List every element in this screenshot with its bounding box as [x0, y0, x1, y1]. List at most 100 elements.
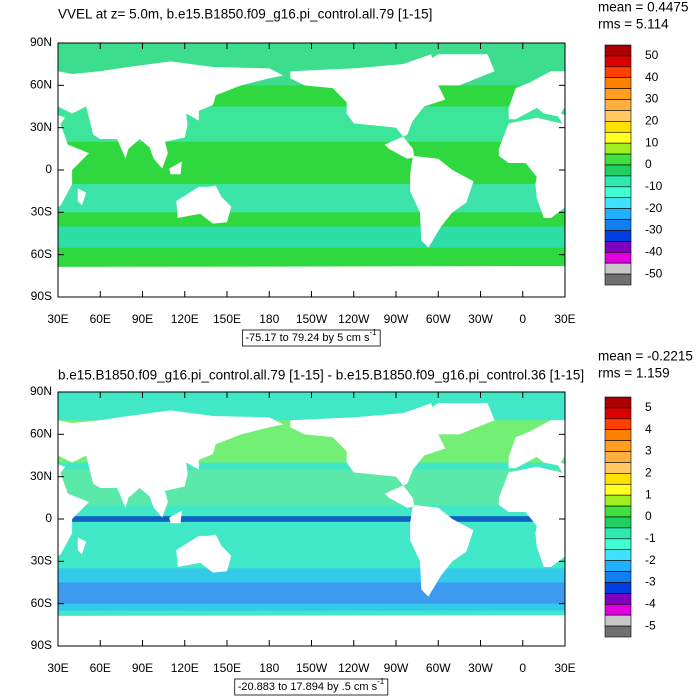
colorbar-box	[604, 560, 632, 572]
lat-label: 0	[45, 162, 52, 176]
colorbar-label: 40	[645, 70, 659, 84]
land	[58, 410, 284, 518]
lon-label: 150W	[296, 661, 328, 675]
range-text: -20.883 to 17.894 by .5 cm s	[238, 681, 378, 693]
colorbar-label: 10	[645, 135, 659, 149]
colorbar-label: -20	[645, 201, 663, 215]
colorbar-box	[604, 208, 632, 220]
colorbar-box	[604, 142, 632, 155]
colorbar-box	[604, 131, 632, 144]
colorbar-box	[604, 407, 632, 420]
lon-label: 30E	[554, 661, 575, 675]
land	[498, 117, 565, 218]
land	[498, 466, 565, 567]
colorbar-box	[604, 418, 632, 431]
colorbar-label: 1	[645, 487, 652, 501]
land	[58, 124, 89, 208]
land	[58, 616, 565, 646]
lon-label: 120W	[338, 661, 370, 675]
lon-label: 90W	[384, 661, 409, 675]
range-note: -75.17 to 79.24 by 5 cm s-1	[245, 328, 377, 344]
land	[77, 537, 87, 555]
stat: mean = -0.2215	[598, 349, 693, 364]
range-text: -75.17 to 79.24 by 5 cm s	[245, 332, 370, 344]
stat: rms = 1.159	[598, 366, 670, 381]
lon-label: 90E	[132, 661, 153, 675]
colorbar-box	[604, 230, 632, 242]
colorbar-box	[604, 55, 632, 68]
colorbar-box	[604, 440, 632, 452]
colorbar-box	[604, 262, 632, 275]
colorbar-label: 30	[645, 92, 659, 106]
colorbar-label: -30	[645, 223, 663, 237]
land	[676, 162, 689, 175]
colorbar-box	[604, 462, 632, 474]
lat-label: 90S	[31, 289, 52, 303]
colorbar-label: 3	[645, 444, 652, 458]
lon-label: 90W	[384, 312, 409, 326]
colorbar-box	[604, 582, 632, 594]
lon-label: 30W	[468, 661, 493, 675]
land	[290, 403, 446, 508]
land	[176, 534, 232, 573]
lat-label: 60N	[30, 78, 52, 92]
colorbar-label: 50	[645, 48, 659, 62]
lat-label: 90N	[30, 35, 52, 49]
land	[58, 61, 284, 169]
lon-label: 0	[519, 661, 526, 675]
colorbar-box	[604, 571, 632, 583]
lon-label: 30E	[554, 312, 575, 326]
stat: mean = 0.4475	[598, 0, 688, 15]
colorbar-box	[604, 527, 632, 540]
colorbar-box	[604, 614, 632, 627]
colorbar-box	[604, 473, 632, 485]
colorbar-box	[604, 88, 632, 100]
land	[508, 420, 565, 477]
colorbar-label: 4	[645, 422, 652, 436]
colorbar-box	[604, 516, 632, 529]
colorbar-box	[604, 121, 632, 133]
lat-label: 60N	[30, 427, 52, 441]
colorbar-box	[604, 197, 632, 209]
lon-label: 120E	[171, 312, 199, 326]
land	[169, 161, 182, 175]
range-note: -20.883 to 17.894 by .5 cm s-1	[238, 677, 385, 693]
colorbar-box	[604, 429, 632, 441]
colorbar-label: -40	[645, 244, 663, 258]
land	[683, 186, 700, 224]
lon-label: 60W	[426, 312, 451, 326]
range-exponent: -1	[377, 677, 385, 686]
colorbar-box	[604, 77, 632, 89]
lon-label: 180	[259, 661, 279, 675]
land	[77, 188, 87, 206]
land	[176, 185, 232, 224]
land	[424, 403, 495, 435]
lat-label: 0	[45, 511, 52, 525]
colorbar-box	[604, 451, 632, 463]
colorbar-box	[604, 273, 632, 286]
land	[410, 504, 474, 597]
land	[58, 473, 89, 557]
colorbar-box	[604, 110, 632, 122]
colorbar-label: -2	[645, 553, 656, 567]
colorbar-box	[604, 494, 632, 507]
panel-title: b.e15.B1850.f09_g16.pi_control.all.79 [1…	[58, 368, 584, 383]
lon-label: 30E	[47, 661, 68, 675]
land	[683, 535, 700, 573]
lon-label: 60E	[90, 312, 111, 326]
colorbar-box	[604, 593, 632, 605]
colorbar-label: -5	[645, 618, 656, 632]
colorbar-box	[604, 44, 632, 57]
land	[676, 511, 689, 524]
colorbar-box	[604, 251, 632, 264]
panel-title: VVEL at z= 5.0m, b.e15.B1850.f09_g16.pi_…	[58, 7, 432, 22]
colorbar-box	[604, 186, 632, 199]
land	[58, 267, 565, 297]
field-band	[58, 226, 565, 248]
map-field	[58, 392, 700, 646]
colorbar-label: -1	[645, 531, 656, 545]
colorbar-label: 5	[645, 400, 652, 414]
lon-label: 150E	[213, 312, 241, 326]
colorbar-box	[604, 603, 632, 616]
